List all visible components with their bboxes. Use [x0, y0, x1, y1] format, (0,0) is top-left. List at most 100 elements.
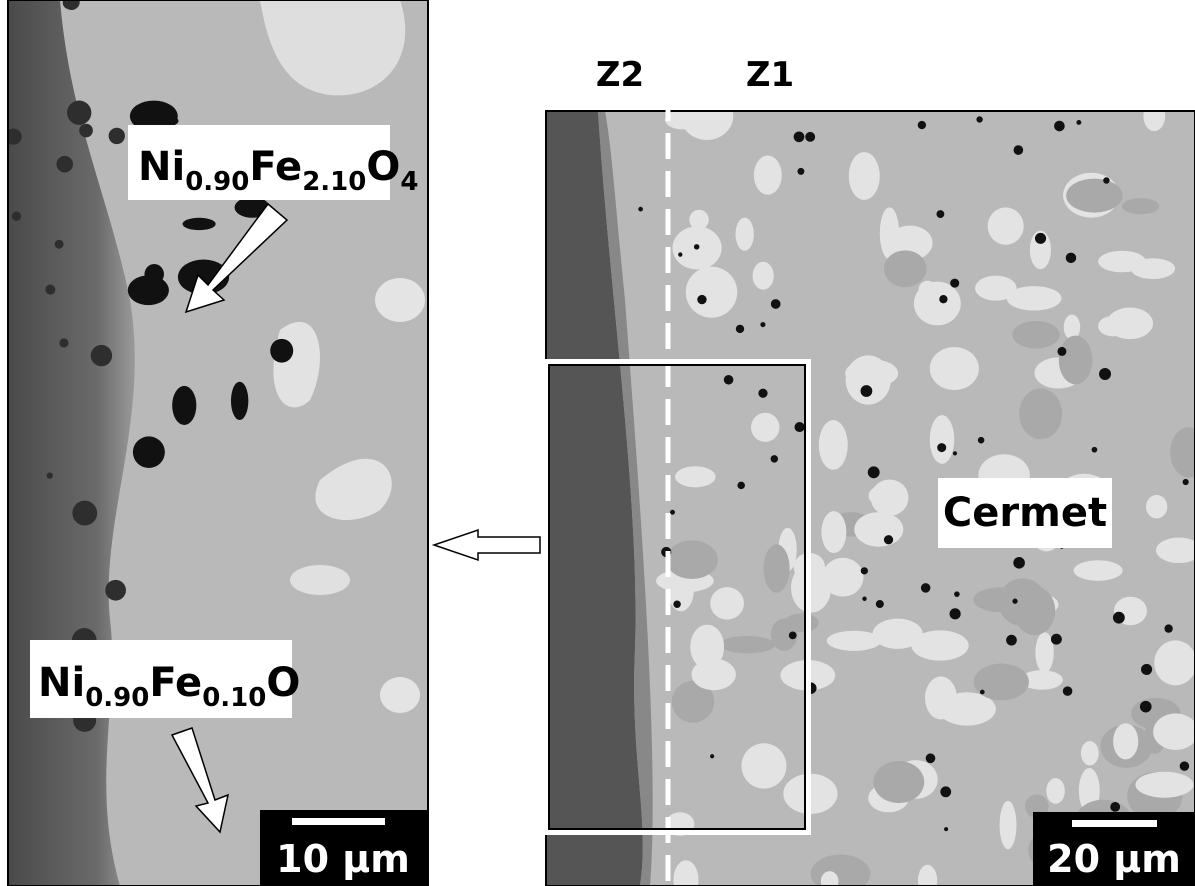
texture: [1035, 233, 1046, 244]
figure: Ni0.90Fe2.10O4 Ni0.90Fe0.10O 10 µm Z2 Z1…: [0, 0, 1195, 886]
texture: [678, 252, 682, 256]
texture: [771, 455, 778, 462]
texture: [724, 375, 734, 385]
texture: [47, 472, 53, 478]
subscript: 4: [400, 167, 418, 197]
texture: [638, 207, 643, 212]
subscript: 0.90: [85, 683, 149, 713]
texture: [1074, 560, 1123, 581]
texture: [926, 753, 936, 763]
texture: [1019, 388, 1062, 439]
texture: [105, 580, 126, 601]
texture: [751, 413, 779, 442]
texture: [861, 385, 873, 397]
texture: [944, 827, 948, 831]
texture: [710, 754, 714, 758]
texture: [1140, 701, 1152, 713]
texture: [1064, 315, 1080, 340]
subscript: 0.10: [202, 683, 266, 713]
texture: [1113, 723, 1138, 759]
texture: [936, 210, 944, 218]
texture: [869, 487, 890, 505]
texture: [183, 218, 216, 230]
texture: [1183, 479, 1189, 485]
texture: [1012, 599, 1017, 604]
texture: [930, 415, 954, 464]
texture: [694, 244, 699, 249]
texture: [1122, 198, 1160, 214]
texture: [978, 437, 985, 444]
texture: [940, 786, 951, 797]
texture: [754, 155, 782, 194]
texture: [930, 347, 979, 390]
texture: [736, 325, 744, 333]
texture: [1054, 121, 1065, 132]
texture: [854, 512, 903, 547]
texture: [56, 156, 73, 173]
subscript: 0.90: [185, 167, 249, 197]
texture: [918, 121, 926, 129]
texture: [55, 240, 64, 249]
texture: [753, 262, 774, 290]
texture: [973, 587, 1025, 612]
texture: [1051, 634, 1062, 645]
texture: [884, 535, 893, 544]
texture: [691, 659, 735, 691]
texture: [950, 608, 961, 619]
texture: [697, 295, 706, 304]
texture: [1046, 778, 1065, 804]
texture: [954, 591, 960, 597]
texture: [1113, 612, 1125, 624]
element-symbol: Fe: [249, 144, 302, 190]
texture: [680, 93, 733, 140]
texture: [1141, 664, 1152, 675]
texture: [873, 761, 924, 803]
texture: [1059, 336, 1093, 385]
texture: [849, 152, 880, 200]
texture: [670, 510, 675, 515]
texture: [1098, 316, 1127, 336]
element-symbol: Fe: [149, 660, 202, 706]
texture: [1066, 253, 1076, 263]
texture: [1000, 801, 1017, 849]
zone-label: Z2: [596, 55, 644, 95]
texture: [1006, 635, 1017, 646]
texture: [737, 482, 745, 490]
element-symbol: O: [266, 660, 300, 706]
texture: [710, 587, 744, 619]
texture: [974, 664, 1029, 701]
texture: [673, 600, 680, 607]
texture: [953, 451, 957, 455]
texture: [1081, 741, 1099, 765]
texture: [794, 131, 805, 142]
texture: [771, 299, 781, 309]
texture: [45, 285, 55, 295]
texture: [1143, 101, 1165, 131]
texture: [675, 466, 716, 487]
scale-bar: [292, 818, 385, 825]
page: {"left_panel": { "label_top": {"parts": …: [0, 0, 1195, 886]
texture: [1012, 321, 1059, 349]
texture: [1135, 772, 1193, 798]
texture: [1154, 640, 1195, 685]
texture: [876, 600, 884, 608]
element-symbol: Ni: [38, 660, 85, 706]
texture: [862, 597, 866, 601]
phase-label: Ni0.90Fe2.10O4: [138, 144, 418, 197]
texture: [172, 386, 196, 425]
texture: [939, 295, 947, 303]
texture: [760, 322, 765, 327]
scale-bar: [1072, 820, 1157, 827]
texture: [821, 511, 846, 553]
texture: [1092, 447, 1098, 453]
texture: [861, 567, 868, 574]
element-symbol: Ni: [138, 144, 185, 190]
texture: [128, 275, 169, 305]
texture: [1063, 686, 1073, 696]
texture: [950, 279, 959, 288]
texture: [1164, 624, 1172, 632]
region-label: Cermet: [943, 490, 1107, 536]
scale-label: 20 µm: [1047, 837, 1181, 881]
texture: [109, 128, 125, 144]
subscript: 2.10: [302, 167, 366, 197]
